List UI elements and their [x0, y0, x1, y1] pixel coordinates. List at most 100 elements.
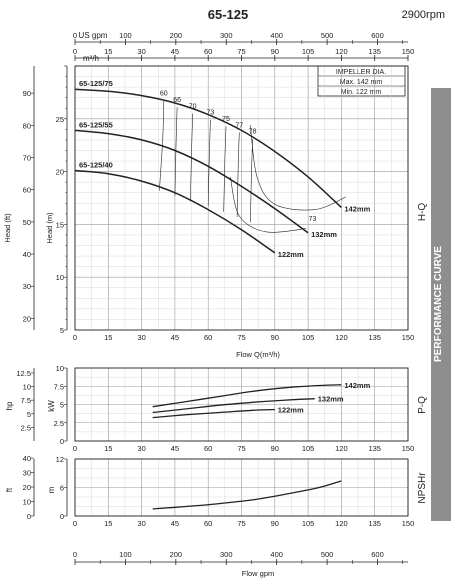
hq-y-tick-label-m: 25 [56, 115, 64, 124]
hq-y-tick-label-m: 15 [56, 220, 64, 229]
hq-y-label-ft: Head (ft) [3, 213, 12, 243]
hq-x-tick-label: 45 [171, 333, 179, 342]
hq-y-tick-label-ft: 50 [23, 218, 31, 227]
hq-y-tick-label-ft: 70 [23, 153, 31, 162]
top-m3h-label: m³/h [83, 54, 99, 63]
efficiency-iso-line [250, 125, 346, 211]
pq-frame [74, 367, 409, 442]
pq-y-tick-label-kw: 10 [56, 364, 64, 373]
npshr-y-tick-label-ft: 10 [23, 498, 31, 507]
efficiency-iso-line [236, 132, 240, 218]
hq-model-label: 65-125/55 [79, 120, 113, 129]
npshr-x-tick-label: 75 [237, 519, 245, 528]
hq-panel-label: H-Q [417, 203, 428, 222]
npshr-panel-label: NPSHr [417, 472, 428, 504]
npshr-y-tick-label-m: 0 [60, 512, 64, 521]
top-m3h-tick-label: 45 [171, 47, 179, 56]
npshr-y-tick-label-m: 6 [60, 484, 64, 493]
pq-y-tick-label-hp: 10 [23, 383, 31, 392]
pq-x-tick-label: 90 [271, 444, 279, 453]
pq-x-tick-label: 30 [137, 444, 145, 453]
top-m3h-tick-label: 105 [302, 47, 315, 56]
impeller-box-min: Min. 122 mm [341, 89, 382, 96]
hq-y-tick-label-ft: 40 [23, 250, 31, 259]
efficiency-iso-line [190, 113, 193, 202]
top-m3h-tick-label: 75 [237, 47, 245, 56]
pq-y-tick-label-hp: 7.5 [21, 396, 31, 405]
efficiency-label: 73 [207, 110, 215, 117]
impeller-box-max: Max. 142 mm [340, 79, 383, 86]
hq-y-tick-label-ft: 20 [23, 314, 31, 323]
npshr-y-tick-label-ft: 40 [23, 454, 31, 463]
hq-x-tick-label: 15 [104, 333, 112, 342]
efficiency-iso-line [223, 126, 227, 212]
npshr-y-tick-label-ft: 0 [27, 512, 31, 521]
pq-y-tick-label-hp: 5 [27, 410, 31, 419]
npshr-curve [152, 480, 342, 510]
pq-x-tick-label: 0 [73, 444, 77, 453]
pq-x-tick-label: 45 [171, 444, 179, 453]
hq-y-tick-label-ft: 80 [23, 121, 31, 130]
hq-x-tick-label: 105 [302, 333, 315, 342]
top-m3h-tick-label: 150 [402, 47, 415, 56]
pq-y-tick-label-kw: 0 [60, 437, 64, 446]
hq-x-tick-label: 135 [368, 333, 381, 342]
npshr-x-tick-label: 45 [171, 519, 179, 528]
bottom-gpm-tick-label: 300 [220, 550, 233, 559]
efficiency-label: 77 [235, 122, 243, 129]
hq-y-tick-label-ft: 90 [23, 89, 31, 98]
top-m3h-tick-label: 60 [204, 47, 212, 56]
npshr-y-label-ft: ft [5, 487, 14, 492]
pq-y-label-kw: kW [47, 400, 56, 412]
pq-curve-end-label: 142mm [344, 381, 370, 390]
npshr-y-label-m: m [47, 486, 56, 493]
hq-y-tick-label-m: 10 [56, 273, 64, 282]
top-m3h-tick-label: 120 [335, 47, 348, 56]
efficiency-label: 73 [309, 216, 317, 223]
efficiency-label: 78 [249, 129, 257, 136]
efficiency-label: 60 [160, 91, 168, 98]
hq-frame [74, 65, 409, 331]
impeller-box-title: IMPELLER DIA. [336, 69, 386, 76]
model-title: 65-125 [208, 7, 248, 22]
pq-x-tick-label: 75 [237, 444, 245, 453]
pq-curve-end-label: 122mm [278, 406, 304, 415]
hq-y-tick-label-m: 20 [56, 168, 64, 177]
hq-y-tick-label-ft: 30 [23, 282, 31, 291]
pq-y-tick-label-hp: 12.5 [16, 369, 31, 378]
npshr-x-tick-label: 30 [137, 519, 145, 528]
pq-panel-label: P-Q [417, 396, 428, 414]
top-usgpm-tick-label: 400 [270, 31, 283, 40]
top-m3h-tick-label: 135 [368, 47, 381, 56]
top-m3h-tick-label: 15 [104, 47, 112, 56]
npshr-x-tick-label: 0 [73, 519, 77, 528]
pq-curve-142mm [152, 384, 342, 408]
pq-x-tick-label: 15 [104, 444, 112, 453]
top-usgpm-tick-label: 300 [220, 31, 233, 40]
hq-curve-end-label: 132mm [311, 230, 337, 239]
hq-x-label: Flow Q(m³/h) [236, 350, 280, 359]
npshr-x-tick-label: 90 [271, 519, 279, 528]
npshr-x-tick-label: 150 [402, 519, 415, 528]
pq-curve-132mm [152, 398, 315, 414]
hq-x-tick-label: 120 [335, 333, 348, 342]
top-usgpm-tick-label: 0 [73, 31, 77, 40]
pq-y-tick-label-kw: 7.5 [54, 382, 64, 391]
npshr-y-tick-label-m: 12 [56, 455, 64, 464]
pq-x-tick-label: 135 [368, 444, 381, 453]
top-m3h-tick-label: 0 [73, 47, 77, 56]
npshr-x-tick-label: 60 [204, 519, 212, 528]
hq-x-tick-label: 90 [271, 333, 279, 342]
npshr-x-tick-label: 15 [104, 519, 112, 528]
npshr-x-tick-label: 135 [368, 519, 381, 528]
hq-x-tick-label: 75 [237, 333, 245, 342]
efficiency-label: 70 [189, 103, 197, 110]
pq-x-tick-label: 150 [402, 444, 415, 453]
efficiency-label: 75 [222, 116, 230, 123]
hq-x-tick-label: 30 [137, 333, 145, 342]
hq-model-label: 65-125/75 [79, 79, 113, 88]
speed-label: 2900rpm [402, 9, 445, 21]
top-m3h-tick-label: 90 [271, 47, 279, 56]
